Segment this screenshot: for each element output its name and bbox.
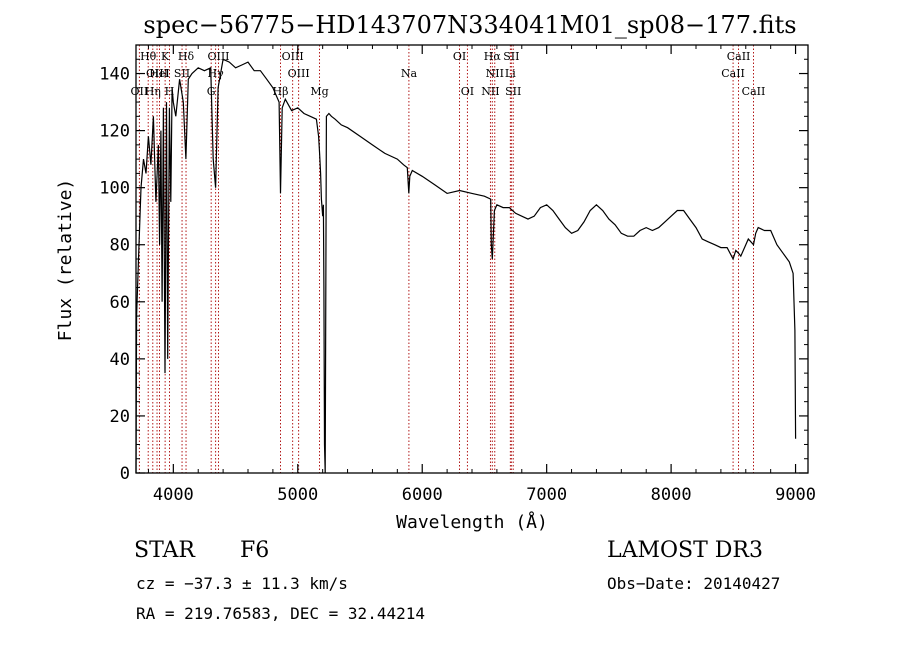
line-marker-label: OIII [282, 50, 304, 63]
x-tick-label: 8000 [651, 485, 692, 505]
line-marker-label: CaII [727, 50, 751, 63]
plot-frame [135, 44, 809, 474]
y-tick-label: 0 [120, 464, 130, 484]
y-tick-label: 80 [110, 236, 130, 256]
object-subclass: F6 [240, 538, 270, 563]
x-tick-label: 7000 [526, 485, 567, 505]
line-marker-label: Na [401, 67, 418, 80]
y-tick-label: 120 [99, 122, 130, 142]
redshift-velocity: cz = −37.3 ± 11.3 km/s [136, 574, 348, 593]
line-marker-label: NII [481, 85, 499, 98]
x-axis: 4000 5000 6000 7000 8000 9000 [147, 45, 816, 505]
y-tick-label: 60 [110, 293, 130, 313]
line-marker-label: Mg [310, 85, 328, 98]
y-tick-label: 140 [99, 65, 130, 85]
x-tick-label: 4000 [153, 485, 194, 505]
line-marker-label: SII [174, 67, 190, 80]
line-marker-label: CaII [721, 67, 745, 80]
survey-name: LAMOST DR3 [607, 538, 763, 563]
line-marker-label: SII [503, 50, 519, 63]
x-tick-label: 5000 [277, 485, 318, 505]
line-marker-label: H [165, 85, 175, 98]
line-marker-label: OI [453, 50, 466, 63]
object-class: STAR [134, 538, 195, 563]
y-tick-label: 100 [99, 179, 130, 199]
x-axis-label: Wavelength (Å) [396, 511, 548, 533]
spectrum-line [135, 58, 797, 474]
line-marker-label: NII [486, 67, 504, 80]
line-marker-label: Hθ [140, 50, 157, 63]
y-tick-label: 40 [110, 350, 130, 370]
line-marker-label: Li [505, 67, 516, 80]
line-marker-label: OIII [146, 67, 168, 80]
chart-title: spec−56775−HD143707N334041M01_sp08−177.f… [143, 11, 796, 39]
observation-date: Obs−Date: 20140427 [607, 574, 781, 593]
y-axis: 0 20 40 60 80 100 120 140 [99, 58, 808, 484]
line-marker-label: SII [505, 85, 521, 98]
y-tick-label: 20 [110, 407, 130, 427]
x-tick-label: 6000 [402, 485, 443, 505]
line-marker-label: OI [461, 85, 474, 98]
y-axis-label: Flux (relative) [55, 179, 76, 342]
line-marker-label: K [161, 50, 170, 63]
coordinates: RA = 219.76583, DEC = 32.44214 [136, 604, 425, 623]
line-marker-label: Hδ [178, 50, 195, 63]
line-marker-label: Hη [145, 85, 161, 98]
line-marker-label: OII [131, 85, 149, 98]
line-marker-label: HeI [149, 67, 169, 80]
line-marker-label: CaII [742, 85, 766, 98]
line-marker-label: Hα [484, 50, 502, 63]
x-tick-label: 9000 [775, 485, 816, 505]
line-marker-layer [138, 45, 754, 473]
line-marker-label: OIII [288, 67, 310, 80]
